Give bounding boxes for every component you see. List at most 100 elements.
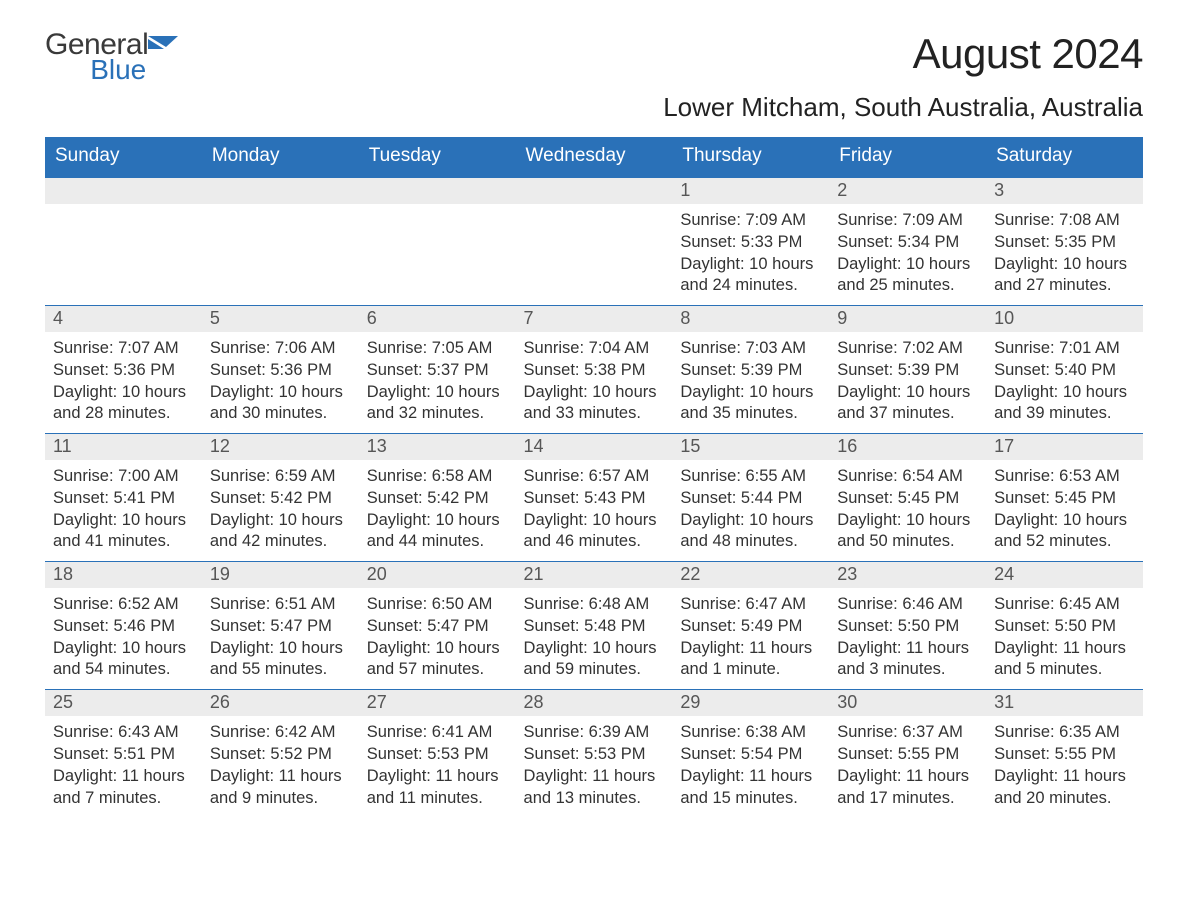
calendar-day-cell: 5Sunrise: 7:06 AMSunset: 5:36 PMDaylight… [202,306,359,434]
daylight-line: Daylight: 10 hours and 25 minutes. [837,254,978,298]
day-number: 5 [202,306,359,332]
sunrise-line: Sunrise: 6:38 AM [680,722,821,744]
daylight-line: Daylight: 10 hours and 33 minutes. [524,382,665,426]
day-details: Sunrise: 6:51 AMSunset: 5:47 PMDaylight:… [202,588,359,689]
day-details: Sunrise: 7:00 AMSunset: 5:41 PMDaylight:… [45,460,202,561]
daylight-line: Daylight: 10 hours and 57 minutes. [367,638,508,682]
calendar-week-row: 11Sunrise: 7:00 AMSunset: 5:41 PMDayligh… [45,434,1143,562]
daylight-line: Daylight: 10 hours and 55 minutes. [210,638,351,682]
sunset-line: Sunset: 5:39 PM [837,360,978,382]
weekday-header-row: SundayMondayTuesdayWednesdayThursdayFrid… [45,137,1143,178]
day-number: 10 [986,306,1143,332]
day-number: 19 [202,562,359,588]
weekday-header: Wednesday [516,137,673,178]
day-number: 23 [829,562,986,588]
calendar-day-cell: 26Sunrise: 6:42 AMSunset: 5:52 PMDayligh… [202,690,359,818]
daylight-line: Daylight: 10 hours and 41 minutes. [53,510,194,554]
sunset-line: Sunset: 5:49 PM [680,616,821,638]
calendar-day-cell: 9Sunrise: 7:02 AMSunset: 5:39 PMDaylight… [829,306,986,434]
sunset-line: Sunset: 5:47 PM [367,616,508,638]
day-details: Sunrise: 7:09 AMSunset: 5:34 PMDaylight:… [829,204,986,305]
day-details: Sunrise: 7:01 AMSunset: 5:40 PMDaylight:… [986,332,1143,433]
sunset-line: Sunset: 5:53 PM [367,744,508,766]
sunrise-line: Sunrise: 7:07 AM [53,338,194,360]
sunrise-line: Sunrise: 6:39 AM [524,722,665,744]
sunset-line: Sunset: 5:47 PM [210,616,351,638]
day-details: Sunrise: 6:42 AMSunset: 5:52 PMDaylight:… [202,716,359,817]
sunset-line: Sunset: 5:51 PM [53,744,194,766]
sunset-line: Sunset: 5:45 PM [837,488,978,510]
calendar-grid: SundayMondayTuesdayWednesdayThursdayFrid… [45,137,1143,818]
day-number: 9 [829,306,986,332]
weekday-header: Saturday [986,137,1143,178]
day-details: Sunrise: 6:59 AMSunset: 5:42 PMDaylight:… [202,460,359,561]
calendar-day-cell: 16Sunrise: 6:54 AMSunset: 5:45 PMDayligh… [829,434,986,562]
calendar-empty-cell [359,178,516,306]
daylight-line: Daylight: 11 hours and 3 minutes. [837,638,978,682]
day-number [516,178,673,204]
calendar-day-cell: 12Sunrise: 6:59 AMSunset: 5:42 PMDayligh… [202,434,359,562]
day-details: Sunrise: 6:39 AMSunset: 5:53 PMDaylight:… [516,716,673,817]
day-details: Sunrise: 6:52 AMSunset: 5:46 PMDaylight:… [45,588,202,689]
day-details: Sunrise: 7:03 AMSunset: 5:39 PMDaylight:… [672,332,829,433]
calendar-empty-cell [45,178,202,306]
calendar-day-cell: 2Sunrise: 7:09 AMSunset: 5:34 PMDaylight… [829,178,986,306]
sunrise-line: Sunrise: 6:52 AM [53,594,194,616]
sunrise-line: Sunrise: 6:58 AM [367,466,508,488]
sunset-line: Sunset: 5:42 PM [210,488,351,510]
day-details [45,204,202,218]
day-details: Sunrise: 7:07 AMSunset: 5:36 PMDaylight:… [45,332,202,433]
calendar-day-cell: 13Sunrise: 6:58 AMSunset: 5:42 PMDayligh… [359,434,516,562]
day-number: 28 [516,690,673,716]
calendar-day-cell: 29Sunrise: 6:38 AMSunset: 5:54 PMDayligh… [672,690,829,818]
sunrise-line: Sunrise: 6:57 AM [524,466,665,488]
daylight-line: Daylight: 10 hours and 48 minutes. [680,510,821,554]
calendar-day-cell: 1Sunrise: 7:09 AMSunset: 5:33 PMDaylight… [672,178,829,306]
calendar-day-cell: 30Sunrise: 6:37 AMSunset: 5:55 PMDayligh… [829,690,986,818]
day-number [45,178,202,204]
calendar-day-cell: 28Sunrise: 6:39 AMSunset: 5:53 PMDayligh… [516,690,673,818]
sunrise-line: Sunrise: 6:43 AM [53,722,194,744]
day-details: Sunrise: 6:38 AMSunset: 5:54 PMDaylight:… [672,716,829,817]
sunset-line: Sunset: 5:34 PM [837,232,978,254]
calendar-day-cell: 6Sunrise: 7:05 AMSunset: 5:37 PMDaylight… [359,306,516,434]
day-number: 18 [45,562,202,588]
daylight-line: Daylight: 10 hours and 35 minutes. [680,382,821,426]
day-details: Sunrise: 7:06 AMSunset: 5:36 PMDaylight:… [202,332,359,433]
daylight-line: Daylight: 10 hours and 44 minutes. [367,510,508,554]
daylight-line: Daylight: 11 hours and 20 minutes. [994,766,1135,810]
month-title: August 2024 [663,30,1143,78]
sunset-line: Sunset: 5:35 PM [994,232,1135,254]
sunrise-line: Sunrise: 7:00 AM [53,466,194,488]
weekday-header: Friday [829,137,986,178]
day-details: Sunrise: 6:35 AMSunset: 5:55 PMDaylight:… [986,716,1143,817]
sunrise-line: Sunrise: 6:37 AM [837,722,978,744]
weekday-header: Sunday [45,137,202,178]
sunrise-line: Sunrise: 7:04 AM [524,338,665,360]
day-number: 15 [672,434,829,460]
day-details: Sunrise: 6:57 AMSunset: 5:43 PMDaylight:… [516,460,673,561]
sunset-line: Sunset: 5:36 PM [210,360,351,382]
sunrise-line: Sunrise: 6:46 AM [837,594,978,616]
sunrise-line: Sunrise: 6:53 AM [994,466,1135,488]
calendar-day-cell: 31Sunrise: 6:35 AMSunset: 5:55 PMDayligh… [986,690,1143,818]
daylight-line: Daylight: 10 hours and 50 minutes. [837,510,978,554]
sunset-line: Sunset: 5:54 PM [680,744,821,766]
sunrise-line: Sunrise: 7:09 AM [680,210,821,232]
calendar-day-cell: 25Sunrise: 6:43 AMSunset: 5:51 PMDayligh… [45,690,202,818]
sunrise-line: Sunrise: 6:42 AM [210,722,351,744]
day-number: 25 [45,690,202,716]
sunset-line: Sunset: 5:46 PM [53,616,194,638]
sunrise-line: Sunrise: 7:09 AM [837,210,978,232]
day-details: Sunrise: 6:43 AMSunset: 5:51 PMDaylight:… [45,716,202,817]
day-details: Sunrise: 7:02 AMSunset: 5:39 PMDaylight:… [829,332,986,433]
day-details: Sunrise: 7:04 AMSunset: 5:38 PMDaylight:… [516,332,673,433]
day-number: 29 [672,690,829,716]
day-number: 31 [986,690,1143,716]
daylight-line: Daylight: 11 hours and 13 minutes. [524,766,665,810]
day-details: Sunrise: 6:37 AMSunset: 5:55 PMDaylight:… [829,716,986,817]
day-number: 26 [202,690,359,716]
day-number: 24 [986,562,1143,588]
sunset-line: Sunset: 5:50 PM [994,616,1135,638]
daylight-line: Daylight: 10 hours and 32 minutes. [367,382,508,426]
